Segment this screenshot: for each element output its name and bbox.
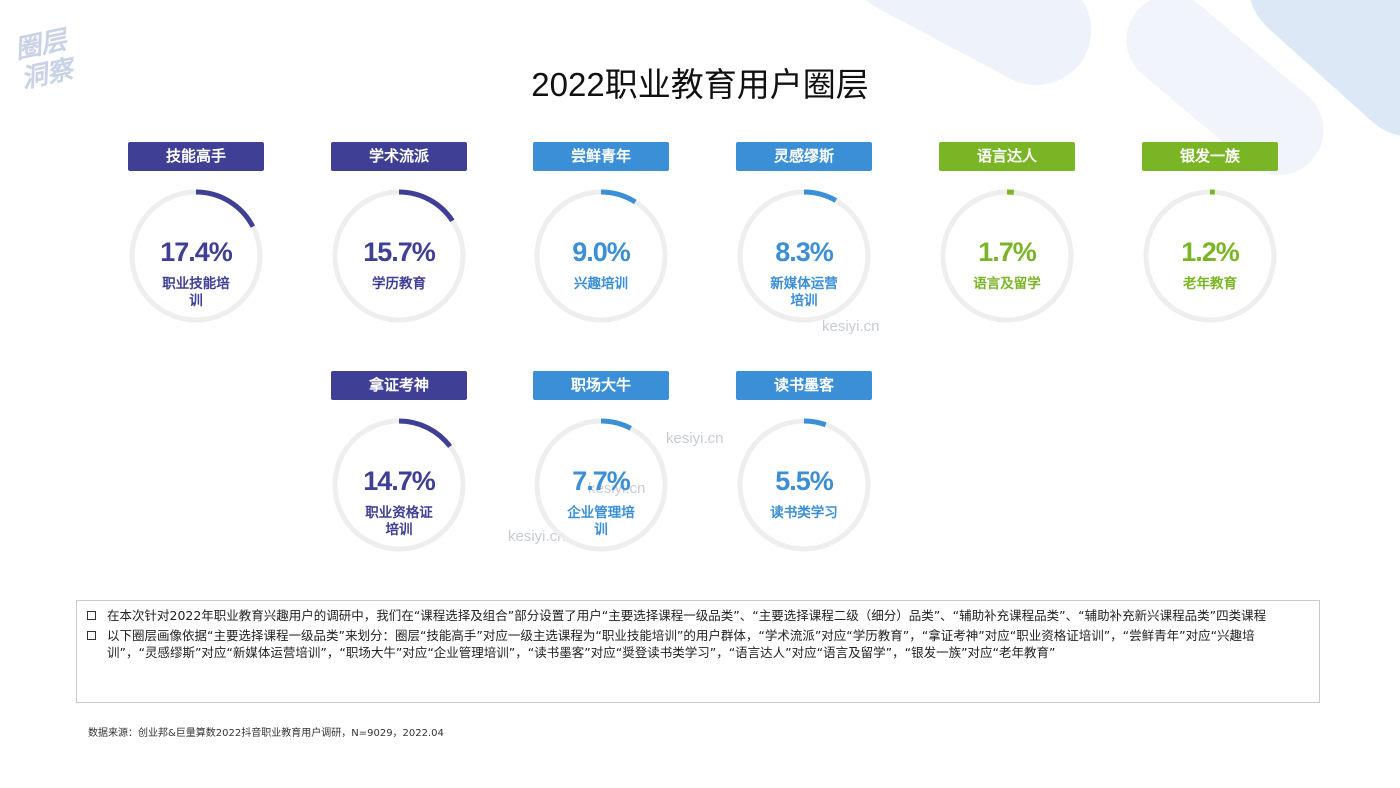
segment-category: 职业技能培训 (162, 276, 230, 309)
segment-value: 15.7% (363, 237, 436, 267)
ring-arc (803, 418, 827, 428)
segment-category: 学历教育 (372, 276, 426, 292)
circle-card-2: 尝鲜青年 9.0% 兴趣培训 (533, 142, 669, 342)
segment-tag: 学术流派 (331, 142, 467, 171)
progress-ring (129, 189, 263, 323)
progress-ring (737, 418, 871, 552)
circle-card-3: 灵感缪斯 8.3% 新媒体运营培训 (736, 142, 872, 342)
segment-category: 新媒体运营培训 (770, 276, 838, 309)
segment-tag: 职场大牛 (533, 371, 669, 400)
progress-ring (737, 189, 871, 323)
progress-ring (534, 189, 668, 323)
progress-ring (940, 189, 1074, 323)
data-source: 数据来源：创业邦&巨量算数2022抖音职业教育用户调研，N=9029，2022.… (88, 728, 444, 739)
notes-box: 在本次针对2022年职业教育兴趣用户的调研中，我们在“课程选择及组合”部分设置了… (76, 600, 1320, 703)
ring-arc (803, 189, 838, 203)
segment-tag: 尝鲜青年 (533, 142, 669, 171)
note-text: 在本次针对2022年职业教育兴趣用户的调研中，我们在“课程选择及组合”部分设置了… (107, 608, 1267, 623)
segment-tag: 语言达人 (939, 142, 1075, 171)
segment-category: 读书类学习 (770, 505, 838, 521)
segment-tag: 技能高手 (128, 142, 264, 171)
note-item: 以下圈层画像依据“主要选择课程一级品类”来划分：圈层“技能高手”对应一级主选课程… (87, 627, 1305, 661)
circle-card-4: 语言达人 1.7% 语言及留学 (939, 142, 1075, 342)
circle-card-5: 银发一族 1.2% 老年教育 (1142, 142, 1278, 342)
segment-value: 1.2% (1181, 237, 1240, 267)
segment-category: 老年教育 (1183, 276, 1237, 292)
segment-value: 14.7% (363, 466, 436, 496)
page-title: 2022职业教育用户圈层 (531, 66, 869, 103)
progress-ring (534, 418, 668, 552)
segment-tag: 银发一族 (1142, 142, 1278, 171)
watermark: kesiyi.cn (822, 318, 880, 335)
circle-card-1: 学术流派 15.7% 学历教育 (331, 142, 467, 342)
progress-ring (332, 189, 466, 323)
ring-arc (195, 189, 256, 228)
segment-value: 5.5% (775, 466, 834, 496)
square-bullet-icon (87, 631, 96, 640)
note-item: 在本次针对2022年职业教育兴趣用户的调研中，我们在“课程选择及组合”部分设置了… (87, 607, 1305, 624)
segment-category: 兴趣培训 (574, 276, 628, 292)
segment-value: 7.7% (572, 466, 631, 496)
segment-value: 8.3% (775, 237, 834, 267)
ring-arc (600, 418, 632, 431)
segment-category: 职业资格证培训 (365, 505, 433, 538)
segment-tag: 灵感缪斯 (736, 142, 872, 171)
ring-arc (600, 189, 637, 205)
segment-category: 企业管理培训 (567, 505, 635, 538)
segment-value: 17.4% (160, 237, 233, 267)
watermark: kesiyi.cn (588, 480, 646, 497)
ring-arc (398, 418, 453, 448)
watermark: kesiyi.cn (508, 528, 566, 545)
segment-category: 语言及留学 (973, 276, 1041, 292)
circle-card-7: 职场大牛 7.7% 企业管理培训 (533, 371, 669, 571)
note-text: 以下圈层画像依据“主要选择课程一级品类”来划分：圈层“技能高手”对应一级主选课程… (107, 628, 1255, 660)
ring-arc (398, 189, 455, 223)
progress-ring (1143, 189, 1277, 323)
segment-value: 1.7% (978, 237, 1037, 267)
watermark: kesiyi.cn (666, 430, 724, 447)
circle-card-8: 读书墨客 5.5% 读书类学习 (736, 371, 872, 571)
progress-ring (332, 418, 466, 552)
segment-tag: 拿证考神 (331, 371, 467, 400)
square-bullet-icon (87, 611, 96, 620)
circle-card-0: 技能高手 17.4% 职业技能培训 (128, 142, 264, 342)
segment-tag: 读书墨客 (736, 371, 872, 400)
segment-value: 9.0% (572, 237, 631, 267)
circle-card-6: 拿证考神 14.7% 职业资格证培训 (331, 371, 467, 571)
